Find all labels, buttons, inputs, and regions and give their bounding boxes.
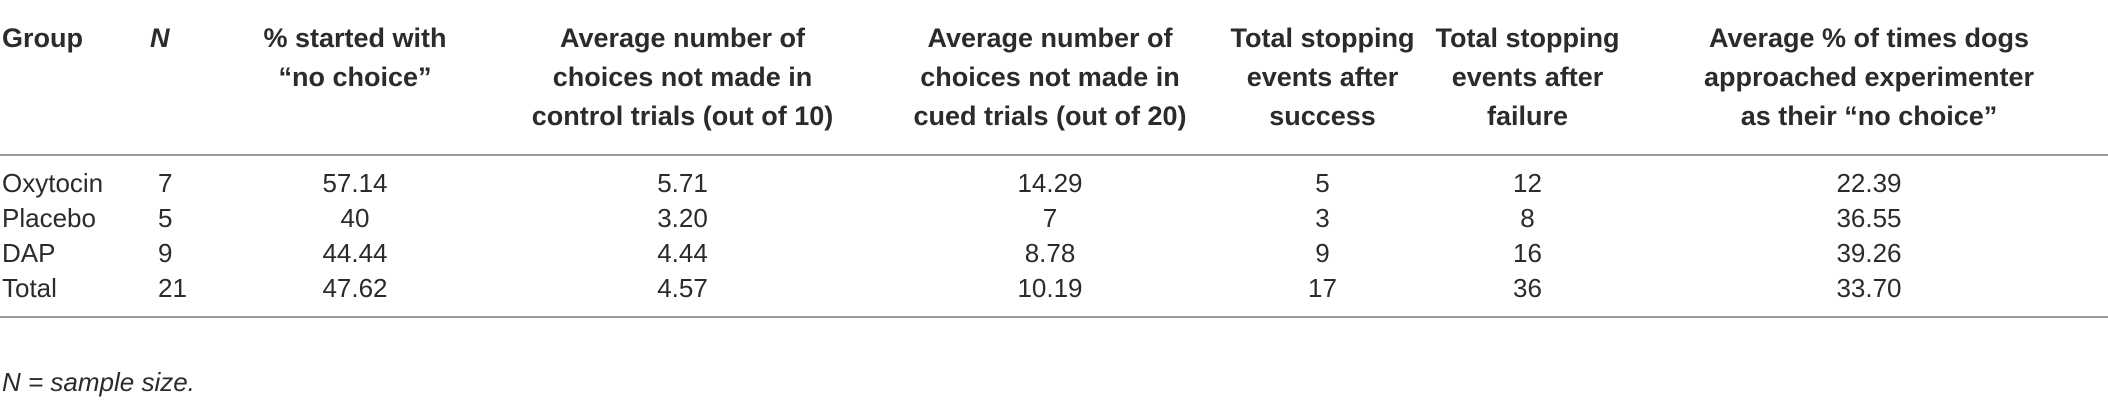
header-cued-trials: Average number of choices not made in cu…: [880, 0, 1220, 155]
header-approached-line-1: Average % of times dogs: [1708, 23, 2030, 53]
header-approached-line-2: approached experimenter: [1703, 62, 2035, 92]
cell-n: 7: [158, 168, 173, 198]
header-n: N: [150, 23, 170, 53]
header-control-line-2: choices not made in: [552, 62, 813, 92]
cell-approached: 36.55: [1836, 203, 1902, 233]
cell-cued: 10.19: [1017, 273, 1083, 303]
cell-stop-success: 9: [1315, 238, 1330, 268]
data-table-container: Group N % started with “no choice” Avera…: [0, 0, 2108, 317]
cell-n: 9: [158, 238, 173, 268]
cell-cued: 8.78: [1024, 238, 1076, 268]
header-stop-failure-line-2: events after: [1451, 62, 1604, 92]
header-control-trials: Average number of choices not made in co…: [485, 0, 880, 155]
header-stop-success-line-3: success: [1269, 101, 1376, 131]
header-pct-started-line-1: % started with: [263, 23, 447, 53]
cell-cued: 14.29: [1017, 168, 1083, 198]
cell-stop-failure: 12: [1513, 168, 1542, 198]
cell-pct-started: 44.44: [322, 238, 388, 268]
header-control-line-1: Average number of: [559, 23, 806, 53]
table-header: Group N % started with “no choice” Avera…: [0, 0, 2108, 155]
table-row: Total 21 47.62 4.57 10.19 17 36 33.70: [0, 271, 2108, 317]
cell-approached: 22.39: [1836, 168, 1902, 198]
header-pct-started: % started with “no choice”: [225, 0, 485, 155]
cell-pct-started: 40: [340, 203, 370, 233]
header-stop-success: Total stopping events after success: [1220, 0, 1425, 155]
cell-stop-success: 17: [1308, 273, 1337, 303]
table-row: DAP 9 44.44 4.44 8.78 9 16 39.26: [0, 236, 2108, 271]
cell-approached: 33.70: [1836, 273, 1902, 303]
table-body: Oxytocin 7 57.14 5.71 14.29 5 12 22.39 P…: [0, 155, 2108, 317]
cell-group: Total: [2, 273, 57, 303]
header-stop-failure: Total stopping events after failure: [1425, 0, 1630, 155]
header-cued-line-3: cued trials (out of 20): [913, 101, 1187, 131]
header-stop-success-line-1: Total stopping: [1230, 23, 1415, 53]
table-footnote: N = sample size.: [2, 367, 195, 397]
header-stop-failure-line-3: failure: [1486, 101, 1569, 131]
header-cued-line-1: Average number of: [927, 23, 1173, 53]
cell-control: 3.20: [657, 203, 708, 233]
cell-n: 21: [158, 273, 187, 303]
cell-approached: 39.26: [1836, 238, 1902, 268]
cell-cued: 7: [1042, 203, 1058, 233]
cell-pct-started: 47.62: [322, 273, 388, 303]
header-row: Group N % started with “no choice” Avera…: [0, 0, 2108, 155]
cell-pct-started: 57.14: [322, 168, 388, 198]
cell-stop-failure: 8: [1520, 203, 1535, 233]
cell-stop-failure: 36: [1513, 273, 1542, 303]
header-pct-started-line-2: “no choice”: [278, 62, 432, 92]
cell-control: 5.71: [657, 168, 708, 198]
cell-stop-failure: 16: [1513, 238, 1542, 268]
table-row: Oxytocin 7 57.14 5.71 14.29 5 12 22.39: [0, 155, 2108, 201]
results-table: Group N % started with “no choice” Avera…: [0, 0, 2108, 317]
cell-group: Placebo: [2, 203, 96, 233]
cell-stop-success: 3: [1315, 203, 1330, 233]
header-stop-failure-line-1: Total stopping: [1435, 23, 1620, 53]
header-control-line-3: control trials (out of 10): [531, 101, 834, 131]
cell-stop-success: 5: [1315, 168, 1330, 198]
header-approached: Average % of times dogs approached exper…: [1630, 0, 2108, 155]
header-group: Group: [2, 23, 83, 53]
header-approached-line-3: as their “no choice”: [1740, 101, 1998, 131]
table-row: Placebo 5 40 3.20 7 3 8 36.55: [0, 201, 2108, 236]
header-stop-success-line-2: events after: [1246, 62, 1399, 92]
cell-group: DAP: [2, 238, 56, 268]
cell-control: 4.44: [657, 238, 708, 268]
header-cued-line-2: choices not made in: [920, 62, 1180, 92]
cell-group: Oxytocin: [2, 168, 104, 198]
cell-n: 5: [158, 203, 173, 233]
cell-control: 4.57: [657, 273, 708, 303]
